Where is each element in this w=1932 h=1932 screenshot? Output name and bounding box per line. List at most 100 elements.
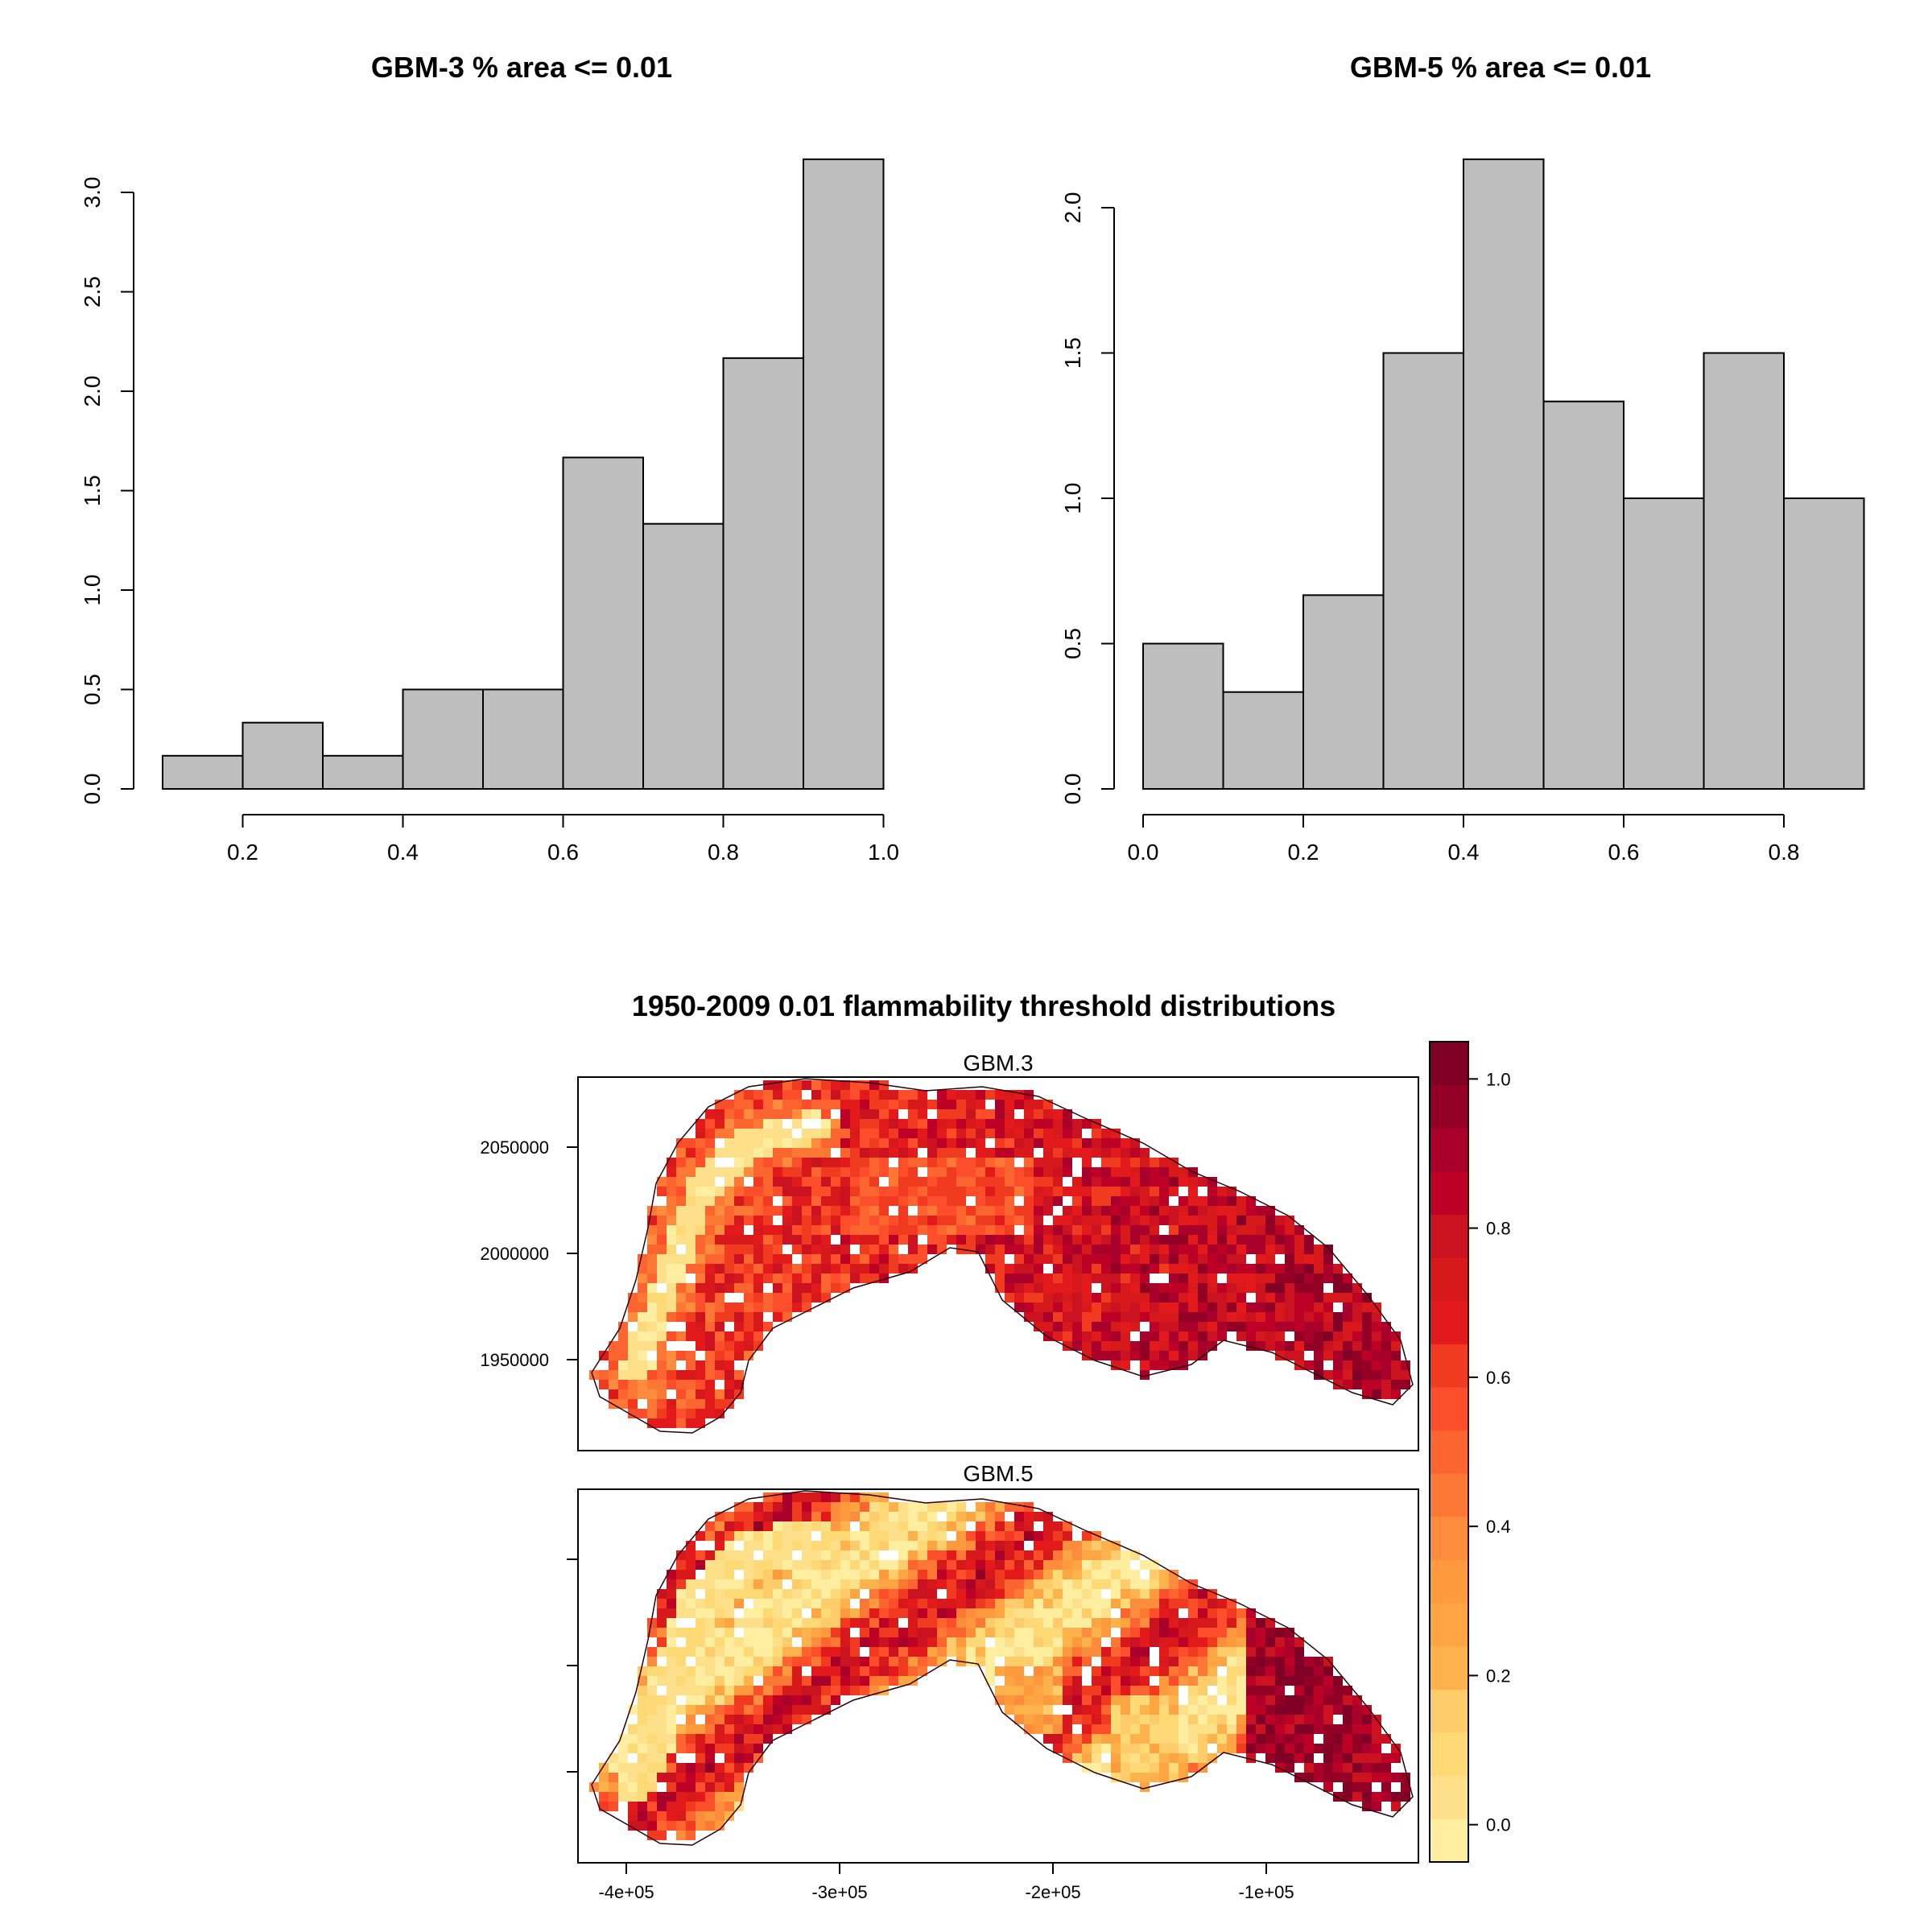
map-cell: [927, 1637, 937, 1647]
map-cell: [734, 1235, 744, 1245]
map-cell: [821, 1119, 831, 1129]
map-cell: [1198, 1264, 1208, 1274]
map-cell: [1227, 1245, 1236, 1254]
map-cell: [792, 1225, 802, 1235]
map-cell: [927, 1521, 937, 1531]
map-cell: [686, 1782, 696, 1792]
map-cell: [705, 1129, 715, 1138]
map-cell: [1101, 1608, 1111, 1618]
map-cell: [1111, 1541, 1121, 1550]
map-cell: [1043, 1167, 1053, 1177]
map-cell: [1063, 1283, 1072, 1293]
map-cell: [744, 1322, 753, 1331]
map-cell: [1082, 1744, 1092, 1753]
map-cell: [1092, 1245, 1101, 1254]
map-cell: [734, 1531, 744, 1541]
map-cell: [1217, 1599, 1227, 1608]
map-cell: [1053, 1647, 1063, 1657]
map-cell: [676, 1589, 686, 1599]
map-cell: [879, 1666, 889, 1676]
map-cell: [1256, 1715, 1265, 1724]
map-cell: [985, 1541, 995, 1550]
map-cell: [676, 1657, 686, 1666]
colorbar-swatch: [1430, 1042, 1468, 1086]
map-cell: [1159, 1753, 1169, 1763]
map-cell: [1391, 1773, 1401, 1782]
map-cell: [1150, 1715, 1159, 1724]
map-cell: [937, 1187, 947, 1196]
map-cell: [792, 1264, 802, 1274]
map-cell: [976, 1158, 985, 1167]
map-cell: [1043, 1599, 1053, 1608]
map-cell: [1256, 1647, 1265, 1657]
map-cell: [831, 1502, 840, 1512]
map-cell: [744, 1129, 753, 1138]
map-cell: [976, 1196, 985, 1206]
histogram-bar: [722, 357, 804, 791]
map-cell: [1092, 1331, 1101, 1341]
map-cell: [1294, 1637, 1304, 1647]
map-cell: [976, 1177, 985, 1187]
map-cell: [918, 1647, 927, 1657]
map-cell: [753, 1734, 763, 1744]
map-cell: [1034, 1628, 1043, 1637]
map-cell: [1275, 1666, 1285, 1676]
map-cell: [831, 1637, 840, 1647]
map-cell: [1101, 1618, 1111, 1628]
map-cell: [831, 1100, 840, 1109]
map-cell: [1053, 1158, 1063, 1167]
map-cell: [667, 1370, 676, 1380]
y-tick-label: 1.0: [1060, 483, 1085, 514]
map-cell: [811, 1225, 821, 1235]
map-cell: [1179, 1628, 1188, 1637]
map-cell: [1159, 1705, 1169, 1715]
map-cell: [908, 1560, 918, 1570]
map-cell: [753, 1283, 763, 1293]
map-cell: [976, 1167, 985, 1177]
map-cell: [879, 1167, 889, 1177]
map-cell: [1236, 1715, 1246, 1724]
map-cell: [1217, 1618, 1227, 1628]
map-cell: [1101, 1724, 1111, 1734]
map-cell: [1198, 1177, 1208, 1187]
map-cell: [908, 1109, 918, 1119]
map-cell: [1294, 1657, 1304, 1666]
map-cell: [1130, 1312, 1140, 1322]
map-cell: [696, 1686, 705, 1695]
map-cell: [724, 1599, 734, 1608]
map-cell: [985, 1129, 995, 1138]
map-cell: [667, 1177, 676, 1187]
map-cell: [1169, 1657, 1179, 1666]
map-cell: [763, 1129, 773, 1138]
map-cell: [976, 1187, 985, 1196]
map-cell: [773, 1090, 782, 1100]
map-cell: [1111, 1637, 1121, 1647]
map-cell: [821, 1264, 831, 1274]
map-cell: [1024, 1148, 1034, 1158]
y-tick-label: 2.0: [80, 376, 105, 407]
map-cell: [686, 1389, 696, 1399]
map-cell: [831, 1216, 840, 1225]
map-cell: [1024, 1570, 1034, 1579]
map-cell: [647, 1802, 657, 1811]
y-axis: 0.00.51.01.52.02.53.0: [80, 177, 134, 804]
map-cell: [1323, 1341, 1333, 1351]
map-cell: [734, 1560, 744, 1570]
map-cell: [1198, 1216, 1208, 1225]
map-cell: [667, 1763, 676, 1773]
map-cell: [985, 1628, 995, 1637]
map-cell: [715, 1409, 724, 1418]
map-cell: [676, 1734, 686, 1744]
map-cell: [976, 1637, 985, 1647]
map-cell: [628, 1734, 638, 1744]
map-cell: [1024, 1129, 1034, 1138]
map-cell: [811, 1541, 821, 1550]
map-cell: [1323, 1293, 1333, 1302]
map-cell: [1169, 1264, 1179, 1274]
map-cell: [1159, 1734, 1169, 1744]
map-cell: [676, 1302, 686, 1312]
map-cell: [638, 1705, 647, 1715]
map-cell: [918, 1531, 927, 1541]
map-cell: [676, 1409, 686, 1418]
map-cell: [1227, 1724, 1236, 1734]
